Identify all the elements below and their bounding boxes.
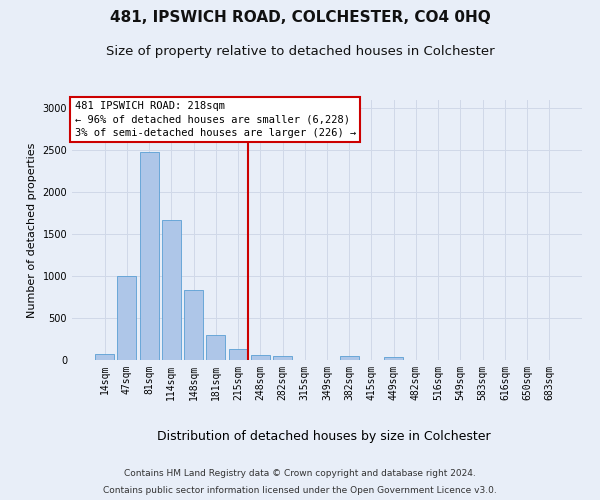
Bar (140, 152, 158, 360)
Bar (273, 356, 292, 360)
Text: Distribution of detached houses by size in Colchester: Distribution of detached houses by size … (157, 430, 491, 443)
Text: Contains HM Land Registry data © Crown copyright and database right 2024.: Contains HM Land Registry data © Crown c… (124, 468, 476, 477)
Text: 481, IPSWICH ROAD, COLCHESTER, CO4 0HQ: 481, IPSWICH ROAD, COLCHESTER, CO4 0HQ (110, 10, 490, 25)
Bar (384, 358, 403, 360)
Text: Size of property relative to detached houses in Colchester: Size of property relative to detached ho… (106, 45, 494, 58)
Bar (251, 355, 270, 360)
Bar (162, 220, 181, 360)
Bar (229, 349, 248, 360)
Text: 481 IPSWICH ROAD: 218sqm
← 96% of detached houses are smaller (6,228)
3% of semi: 481 IPSWICH ROAD: 218sqm ← 96% of detach… (74, 102, 356, 138)
Bar (118, 276, 136, 360)
Text: Contains public sector information licensed under the Open Government Licence v3: Contains public sector information licen… (103, 486, 497, 495)
Bar (206, 335, 225, 360)
Bar (95, 354, 114, 360)
Bar (340, 356, 359, 360)
Bar (184, 290, 203, 360)
Y-axis label: Number of detached properties: Number of detached properties (27, 142, 37, 318)
